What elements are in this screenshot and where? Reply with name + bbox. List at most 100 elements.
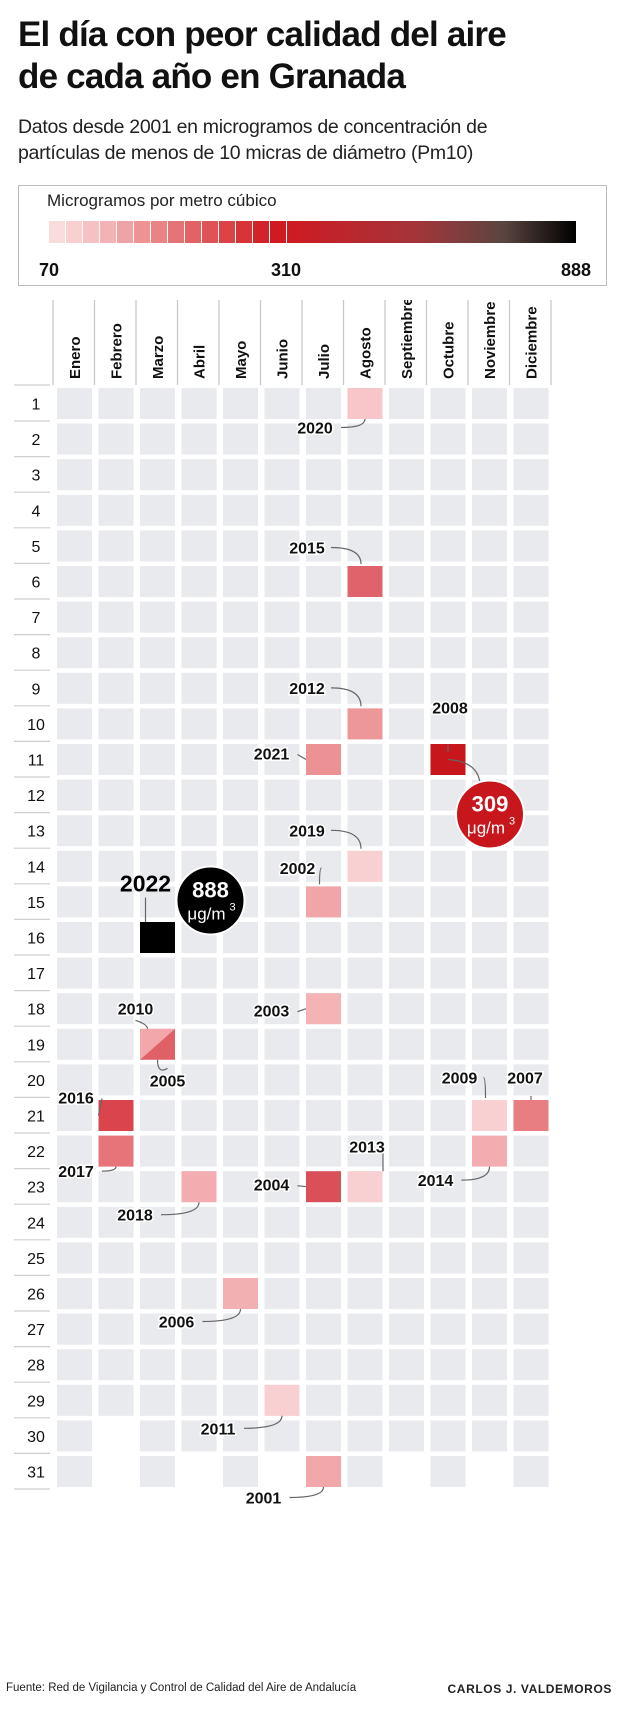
empty-day-cell bbox=[347, 423, 383, 455]
empty-day-cell bbox=[347, 1206, 383, 1238]
callout-unit-2022: μg/m bbox=[187, 905, 225, 924]
year-label-2009: 2009 bbox=[442, 1071, 478, 1088]
empty-day-cell bbox=[430, 1171, 466, 1203]
subtitle-line-1: Datos desde 2001 en microgramos de conce… bbox=[18, 116, 488, 138]
day-label: 1 bbox=[32, 397, 41, 414]
empty-day-cell bbox=[389, 388, 424, 419]
empty-day-cell bbox=[389, 1135, 424, 1167]
empty-day-cell bbox=[472, 1384, 507, 1416]
empty-day-cell bbox=[347, 815, 383, 847]
empty-day-cell bbox=[98, 459, 134, 491]
empty-day-cell bbox=[98, 1171, 134, 1203]
empty-day-cell bbox=[472, 459, 507, 491]
empty-day-cell bbox=[513, 1349, 549, 1381]
day-label: 3 bbox=[32, 468, 41, 485]
empty-day-cell bbox=[181, 1242, 217, 1274]
empty-day-cell bbox=[223, 566, 258, 597]
empty-day-cell bbox=[223, 423, 258, 455]
empty-day-cell bbox=[306, 1278, 341, 1309]
empty-day-cell bbox=[306, 566, 341, 597]
day-label: 6 bbox=[32, 575, 41, 592]
empty-day-cell bbox=[98, 1242, 134, 1274]
empty-day-cell bbox=[140, 1135, 175, 1167]
empty-day-cell bbox=[140, 637, 175, 669]
day-label: 16 bbox=[27, 931, 45, 948]
empty-day-cell bbox=[140, 1278, 175, 1309]
data-cell-2012 bbox=[347, 708, 383, 740]
empty-day-cell bbox=[223, 1206, 258, 1238]
day-label: 15 bbox=[27, 895, 45, 912]
leader-line-2019 bbox=[330, 829, 362, 849]
empty-day-cell bbox=[98, 779, 134, 811]
empty-day-cell bbox=[513, 1028, 549, 1060]
empty-day-cell bbox=[264, 388, 300, 419]
empty-day-cell bbox=[389, 993, 424, 1025]
empty-day-cell bbox=[472, 922, 507, 953]
day-label: 4 bbox=[32, 503, 41, 520]
year-label-2018: 2018 bbox=[117, 1208, 153, 1225]
day-label: 9 bbox=[32, 681, 41, 698]
empty-day-cell bbox=[430, 1278, 466, 1309]
empty-day-cell bbox=[347, 1278, 383, 1309]
empty-day-cell bbox=[140, 494, 175, 526]
legend-mid-label: 310 bbox=[271, 260, 302, 280]
empty-day-cell bbox=[181, 1278, 217, 1309]
page-subtitle: Datos desde 2001 en microgramos de conce… bbox=[18, 114, 608, 166]
empty-day-cell bbox=[223, 388, 258, 419]
leader-line-2009 bbox=[483, 1076, 487, 1099]
empty-day-cell bbox=[98, 637, 134, 669]
empty-day-cell bbox=[389, 566, 424, 597]
empty-day-cell bbox=[181, 1420, 217, 1452]
leader-line-2004 bbox=[297, 1185, 307, 1188]
callout-value-2008: 309 bbox=[472, 792, 509, 817]
empty-day-cell bbox=[181, 779, 217, 811]
legend-step bbox=[83, 221, 99, 243]
empty-day-cell bbox=[389, 708, 424, 740]
empty-day-cell bbox=[140, 1349, 175, 1381]
empty-day-cell bbox=[513, 922, 549, 953]
empty-day-cell bbox=[57, 566, 92, 597]
leader-line-2003 bbox=[297, 1008, 307, 1013]
month-label: Febrero bbox=[108, 323, 125, 379]
legend-step bbox=[219, 221, 235, 243]
month-label: Julio bbox=[316, 344, 333, 379]
day-label: 14 bbox=[27, 859, 45, 876]
year-label-2006: 2006 bbox=[159, 1315, 195, 1332]
empty-day-cell bbox=[430, 1420, 466, 1452]
empty-day-cell bbox=[223, 993, 258, 1025]
empty-day-cell bbox=[430, 637, 466, 669]
empty-day-cell bbox=[430, 530, 466, 562]
day-label: 23 bbox=[27, 1180, 45, 1197]
empty-day-cell bbox=[264, 1313, 300, 1345]
empty-day-cell bbox=[57, 637, 92, 669]
year-label-2013: 2013 bbox=[349, 1140, 385, 1157]
empty-day-cell bbox=[57, 850, 92, 882]
calendar-heatmap: Enero Febrero Marzo Abril Mayo Junio Julio Agos… bbox=[0, 300, 624, 1660]
empty-day-cell bbox=[306, 957, 341, 989]
empty-day-cell bbox=[264, 708, 300, 740]
empty-day-cell bbox=[140, 1100, 175, 1131]
empty-day-cell bbox=[347, 1135, 383, 1167]
empty-day-cell bbox=[513, 850, 549, 882]
empty-day-cell bbox=[430, 566, 466, 597]
year-label-2004: 2004 bbox=[254, 1178, 290, 1195]
leader-line-2015 bbox=[330, 546, 362, 565]
legend-gradient bbox=[287, 221, 576, 243]
empty-day-cell bbox=[306, 494, 341, 526]
day-label: 29 bbox=[27, 1393, 45, 1410]
day-label: 10 bbox=[27, 717, 45, 734]
empty-day-cell bbox=[98, 530, 134, 562]
empty-day-cell bbox=[140, 779, 175, 811]
empty-day-cell bbox=[306, 601, 341, 633]
empty-day-cell bbox=[57, 993, 92, 1025]
empty-day-cell bbox=[472, 1171, 507, 1203]
empty-day-cell bbox=[430, 1242, 466, 1274]
data-cell-2020 bbox=[347, 388, 383, 419]
empty-day-cell bbox=[513, 957, 549, 989]
leader-line-2021 bbox=[297, 753, 307, 761]
empty-day-cell bbox=[181, 1100, 217, 1131]
empty-day-cell bbox=[513, 1420, 549, 1452]
empty-day-cell bbox=[306, 1349, 341, 1381]
empty-day-cell bbox=[264, 459, 300, 491]
empty-day-cell bbox=[430, 459, 466, 491]
